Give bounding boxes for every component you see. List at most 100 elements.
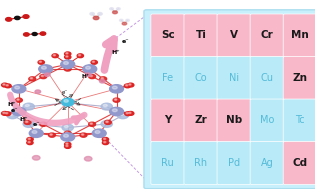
Circle shape [113, 98, 120, 102]
Circle shape [40, 32, 46, 35]
Text: Ru: Ru [161, 158, 174, 168]
Circle shape [117, 112, 129, 119]
Circle shape [27, 141, 33, 145]
Circle shape [12, 107, 26, 116]
Circle shape [15, 109, 20, 112]
Circle shape [25, 122, 29, 124]
Circle shape [39, 61, 42, 62]
Circle shape [7, 112, 18, 119]
Text: H⁺: H⁺ [8, 102, 16, 107]
Circle shape [102, 137, 109, 141]
FancyBboxPatch shape [144, 10, 315, 189]
Circle shape [129, 84, 131, 85]
Text: e⁻: e⁻ [32, 122, 40, 127]
Circle shape [2, 112, 8, 115]
Circle shape [91, 60, 97, 64]
Text: Cu: Cu [261, 73, 273, 83]
Text: Ni: Ni [229, 73, 239, 83]
Circle shape [25, 104, 29, 107]
Circle shape [117, 8, 120, 10]
Circle shape [61, 60, 75, 68]
Circle shape [24, 120, 31, 124]
Circle shape [64, 131, 71, 135]
Circle shape [12, 85, 26, 93]
Circle shape [66, 68, 68, 69]
FancyBboxPatch shape [217, 99, 251, 142]
FancyBboxPatch shape [217, 57, 251, 99]
FancyBboxPatch shape [184, 57, 218, 99]
FancyBboxPatch shape [283, 142, 315, 184]
Text: Fe: Fe [162, 73, 173, 83]
Circle shape [42, 66, 46, 69]
Circle shape [4, 112, 11, 116]
Text: Mn: Mn [291, 30, 309, 40]
Circle shape [126, 112, 128, 114]
Circle shape [122, 22, 127, 25]
FancyBboxPatch shape [151, 99, 185, 142]
FancyBboxPatch shape [250, 99, 284, 142]
Circle shape [83, 65, 97, 73]
Circle shape [98, 12, 102, 15]
Circle shape [62, 124, 73, 131]
Text: e⁻: e⁻ [61, 91, 68, 95]
FancyBboxPatch shape [151, 142, 185, 184]
Circle shape [80, 133, 87, 137]
Circle shape [101, 121, 112, 127]
Circle shape [65, 55, 71, 59]
Circle shape [39, 65, 53, 73]
Circle shape [44, 73, 50, 76]
Circle shape [5, 84, 11, 88]
Text: Zn: Zn [293, 73, 307, 83]
Circle shape [101, 103, 112, 110]
Circle shape [100, 80, 105, 83]
FancyBboxPatch shape [184, 99, 218, 142]
Circle shape [112, 86, 117, 89]
Circle shape [90, 123, 93, 124]
Circle shape [29, 129, 43, 137]
Circle shape [78, 54, 81, 56]
Circle shape [66, 56, 68, 57]
Text: Cd: Cd [292, 158, 308, 168]
Circle shape [105, 120, 112, 124]
Text: Y: Y [164, 115, 171, 125]
Circle shape [110, 107, 123, 116]
Circle shape [92, 61, 94, 62]
Circle shape [110, 8, 113, 10]
Circle shape [27, 137, 33, 141]
Circle shape [35, 90, 41, 93]
Circle shape [128, 112, 134, 115]
Circle shape [66, 53, 68, 54]
Circle shape [65, 52, 71, 56]
Text: Zr: Zr [194, 115, 207, 125]
FancyBboxPatch shape [151, 57, 185, 99]
Circle shape [49, 133, 55, 137]
Text: Mo: Mo [260, 115, 274, 125]
Circle shape [102, 141, 109, 145]
Text: e⁻: e⁻ [121, 39, 129, 43]
Circle shape [95, 131, 100, 133]
Circle shape [23, 15, 29, 18]
FancyBboxPatch shape [184, 14, 218, 57]
FancyBboxPatch shape [283, 14, 315, 57]
Circle shape [41, 123, 44, 124]
Circle shape [104, 138, 106, 139]
Circle shape [65, 142, 71, 146]
FancyBboxPatch shape [217, 142, 251, 184]
Circle shape [52, 54, 58, 58]
Circle shape [64, 67, 71, 71]
Circle shape [15, 86, 20, 89]
FancyBboxPatch shape [184, 142, 218, 184]
Circle shape [106, 121, 108, 122]
Text: Rh: Rh [194, 158, 207, 168]
Text: Nb: Nb [226, 115, 242, 125]
Circle shape [77, 54, 83, 58]
Circle shape [124, 84, 131, 88]
Circle shape [61, 98, 74, 106]
Circle shape [26, 121, 28, 122]
Circle shape [28, 138, 30, 139]
Circle shape [6, 85, 8, 86]
Circle shape [32, 156, 40, 160]
Circle shape [3, 84, 5, 85]
Circle shape [89, 122, 96, 126]
Circle shape [15, 98, 22, 102]
